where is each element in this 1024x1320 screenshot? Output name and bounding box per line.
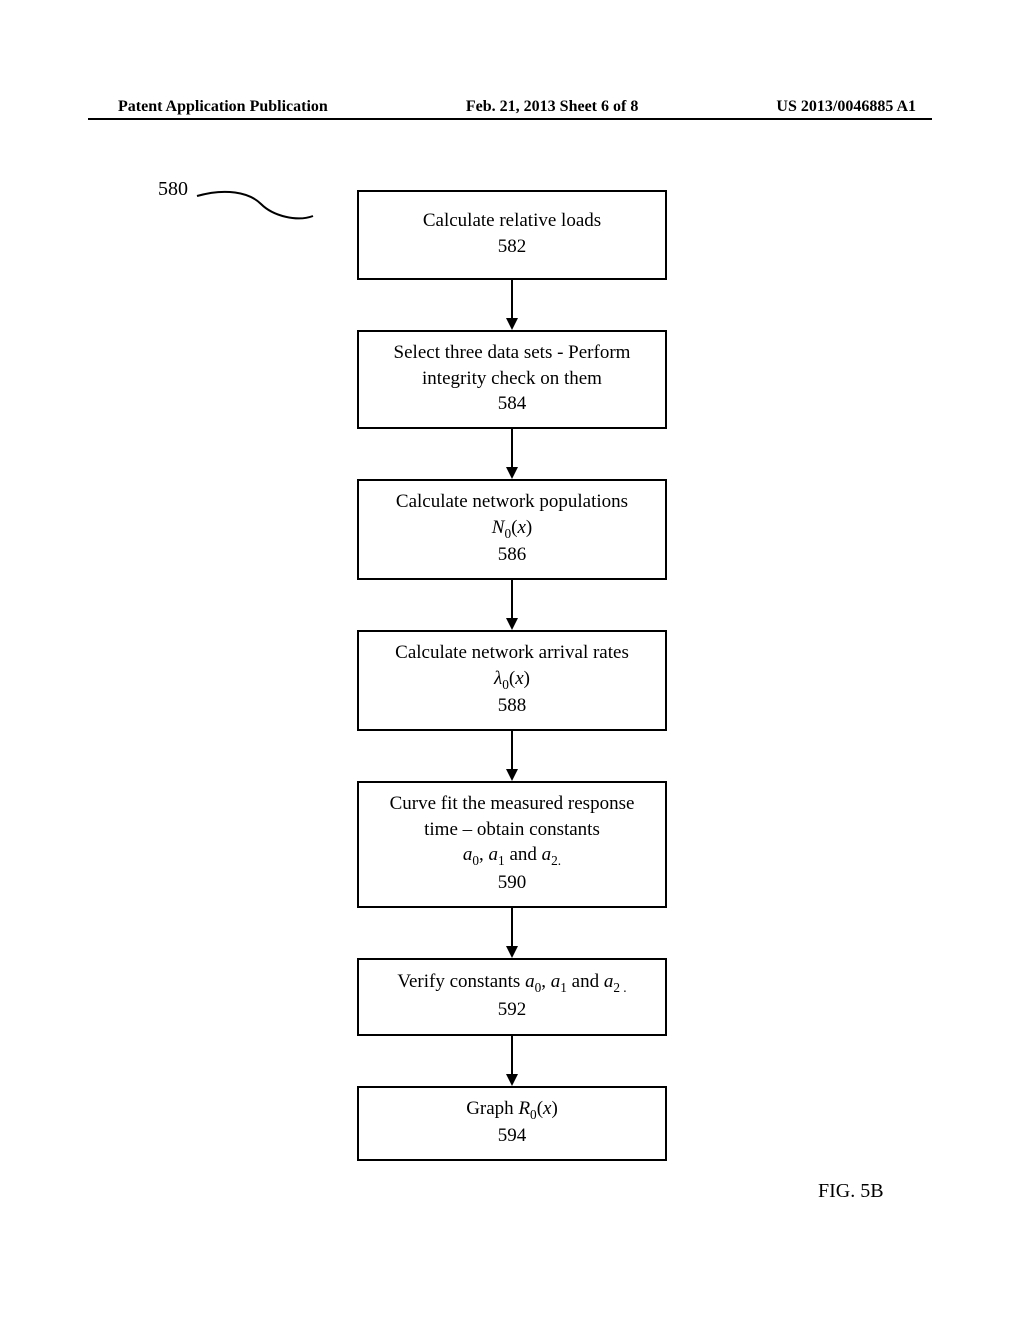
reference-curve [195, 186, 315, 226]
flow-node-text: Graph R0(x) [371, 1096, 653, 1124]
flow-node-584: Select three data sets - Perform integri… [357, 330, 667, 429]
flow-arrow [330, 580, 694, 630]
flow-node-text: Calculate network arrival ratesλ0(x) [371, 640, 653, 693]
flow-node-text: Calculate network populationsN0(x) [371, 489, 653, 542]
reference-label: 580 [158, 178, 188, 201]
figure-label: FIG. 5B [818, 1180, 884, 1203]
flow-node-number: 584 [371, 391, 653, 417]
flow-node-number: 588 [371, 693, 653, 719]
flow-node-594: Graph R0(x)594 [357, 1086, 667, 1161]
flow-node-590: Curve fit the measured response time – o… [357, 781, 667, 908]
flow-node-582: Calculate relative loads582 [357, 190, 667, 280]
flow-node-number: 592 [371, 997, 653, 1023]
page-header: Patent Application Publication Feb. 21, … [0, 98, 1024, 116]
flow-node-586: Calculate network populationsN0(x)586 [357, 479, 667, 580]
flow-arrow [330, 429, 694, 479]
header-left: Patent Application Publication [118, 98, 328, 116]
flow-arrow [330, 731, 694, 781]
flow-node-number: 590 [371, 870, 653, 896]
flow-node-number: 594 [371, 1123, 653, 1149]
flow-node-text: Calculate relative loads [371, 208, 653, 234]
flow-arrow [330, 1036, 694, 1086]
flow-node-text: Select three data sets - Perform integri… [371, 340, 653, 391]
header-center: Feb. 21, 2013 Sheet 6 of 8 [466, 98, 638, 116]
flow-node-number: 586 [371, 542, 653, 568]
flow-node-592: Verify constants a0, a1 and a2 .592 [357, 958, 667, 1036]
header-right: US 2013/0046885 A1 [776, 98, 916, 116]
flowchart: Calculate relative loads582 Select three … [330, 190, 694, 1161]
flow-node-text: Verify constants a0, a1 and a2 . [371, 969, 653, 997]
flow-node-588: Calculate network arrival ratesλ0(x)588 [357, 630, 667, 731]
flow-node-number: 582 [371, 234, 653, 260]
flow-arrow [330, 280, 694, 330]
flow-node-text: Curve fit the measured response time – o… [371, 791, 653, 870]
header-rule [88, 118, 932, 120]
flow-arrow [330, 908, 694, 958]
